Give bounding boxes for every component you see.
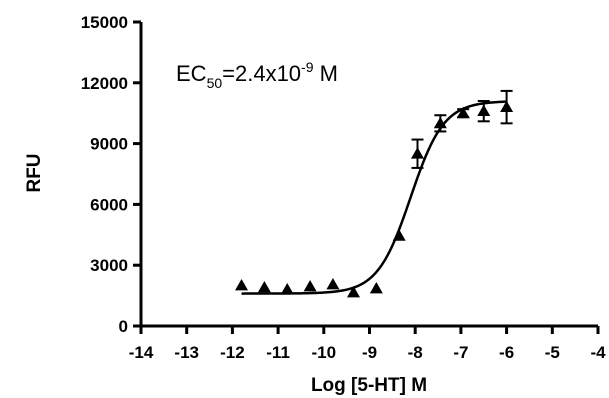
ec50-mantissa: =2.4x10	[222, 61, 301, 86]
y-tick-label: 0	[119, 317, 128, 336]
y-tick-label: 3000	[90, 256, 128, 275]
y-tick-label: 9000	[90, 135, 128, 154]
ec50-exponent: -9	[301, 59, 314, 75]
data-point-triangle	[392, 229, 406, 241]
y-tick-label: 15000	[81, 13, 128, 32]
x-tick-label: -14	[129, 343, 154, 362]
fit-curve	[241, 100, 507, 295]
data-point-triangle	[235, 278, 249, 291]
ec50-subscript: 50	[207, 75, 223, 91]
fit-curve-layer	[241, 100, 507, 295]
axes-layer: -14 -13 -12 -11 -10 -9 -8 -7 -6 -5 -4 0 3000 6000 9000…	[81, 13, 606, 362]
data-point-triangle	[326, 277, 340, 290]
x-tick-label: -9	[362, 343, 377, 362]
y-axis-title: RFU	[24, 153, 45, 192]
data-points-layer	[235, 89, 514, 298]
data-point-triangle	[500, 100, 514, 112]
ec50-annotation: EC50=2.4x10-9 M	[176, 59, 338, 91]
x-tick-label: -10	[312, 343, 337, 362]
x-tick-label: -5	[545, 343, 560, 362]
x-tick-label: -13	[174, 343, 199, 362]
ec50-prefix: EC	[176, 61, 207, 86]
data-point-triangle	[410, 147, 424, 159]
y-tick-label: 6000	[90, 195, 128, 214]
data-point-triangle	[433, 116, 447, 129]
x-tick-label: -4	[590, 343, 606, 362]
data-point-triangle	[257, 280, 271, 293]
x-tick-label: -6	[499, 343, 514, 362]
data-point-triangle	[477, 104, 491, 117]
data-point-triangle	[347, 286, 361, 298]
x-tick-label: -7	[453, 343, 468, 362]
data-point-triangle	[456, 106, 470, 119]
ec50-unit: M	[314, 61, 338, 86]
x-tick-label: -11	[266, 343, 290, 362]
x-tick-label: -8	[408, 343, 423, 362]
data-point-triangle	[280, 283, 294, 295]
data-point-triangle	[369, 282, 383, 294]
data-point-triangle	[303, 279, 317, 292]
x-axis-title: Log [5-HT] M	[311, 375, 427, 396]
x-tick-label: -12	[220, 343, 245, 362]
y-tick-label: 12000	[81, 74, 128, 93]
